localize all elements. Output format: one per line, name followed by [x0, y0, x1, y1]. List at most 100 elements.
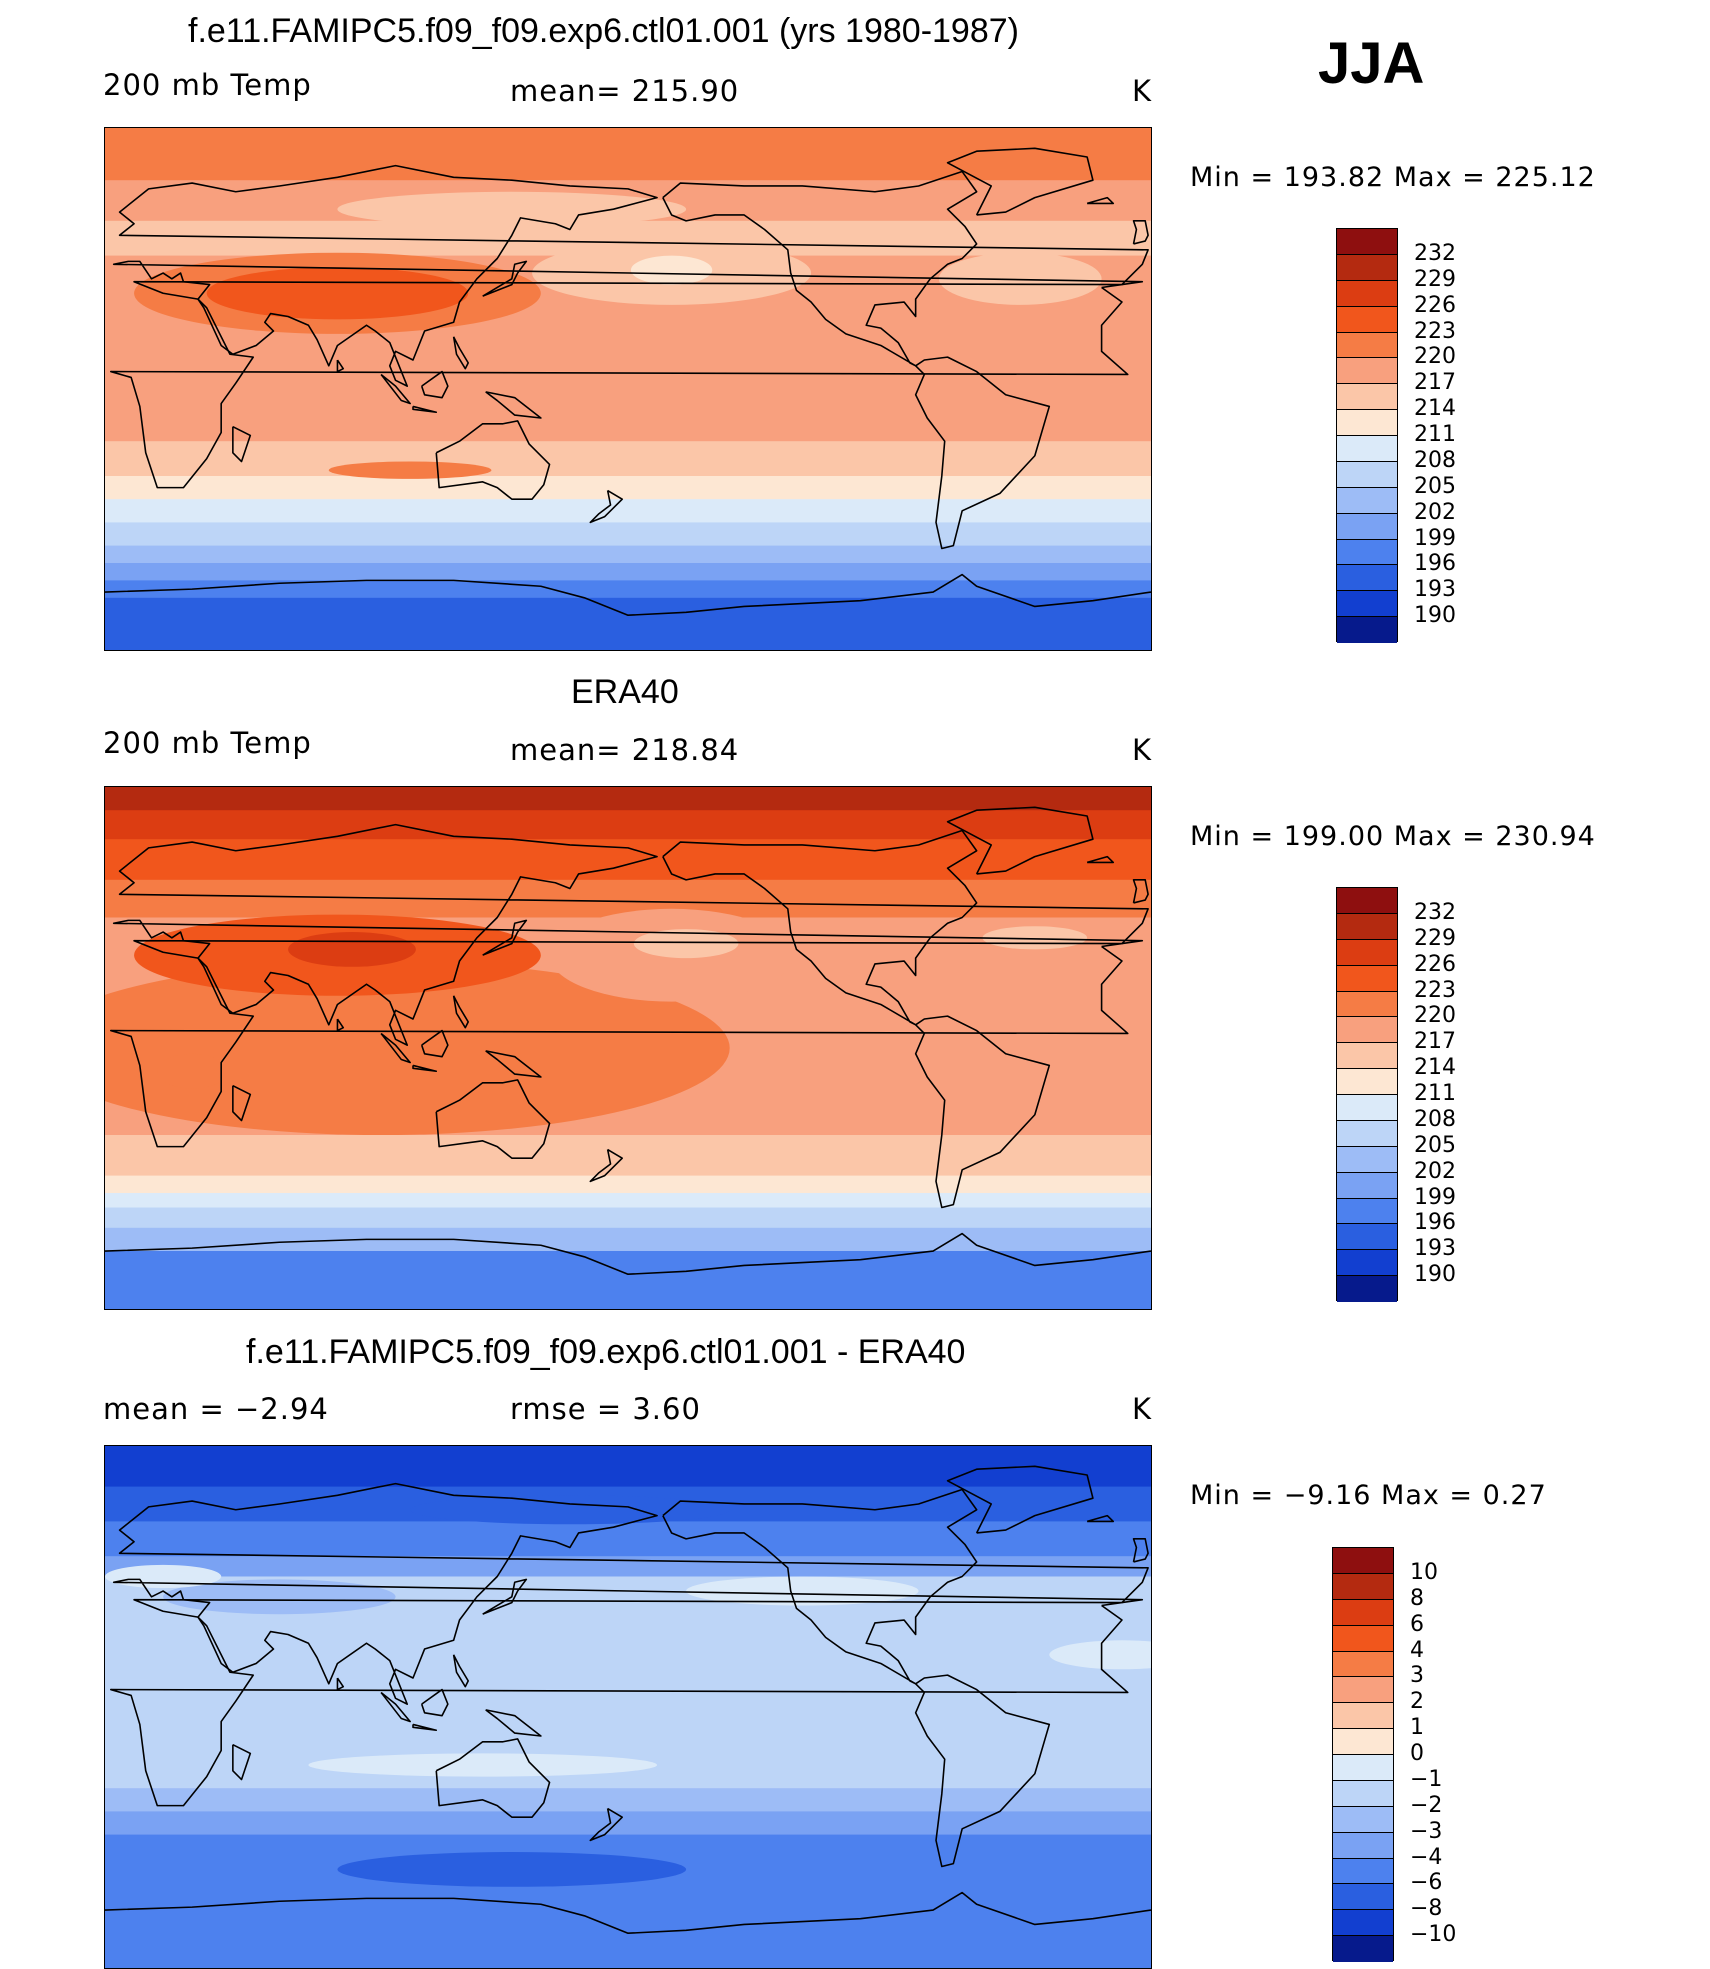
colorbar-swatch — [1337, 436, 1397, 462]
coastline-4 — [914, 356, 1051, 550]
colorbar-swatch — [1333, 1729, 1393, 1755]
colorbar-label: −2 — [1410, 1792, 1443, 1818]
colorbar-swatch — [1337, 1146, 1397, 1173]
coastline-4 — [914, 1674, 1051, 1868]
contour-feature-1 — [105, 1564, 222, 1589]
colorbar-swatch — [1337, 591, 1397, 618]
coastline-12 — [380, 1691, 411, 1723]
contour-feature-5 — [328, 461, 492, 479]
colorbar-swatch — [1337, 617, 1397, 643]
contour-band-9 — [105, 1207, 1151, 1229]
colorbar-label: −4 — [1410, 1844, 1443, 1870]
colorbar-swatch — [1333, 1755, 1393, 1781]
colorbar-label: 1 — [1410, 1715, 1424, 1741]
contour-band-2 — [105, 1521, 1151, 1558]
colorbar-swatch — [1333, 1625, 1393, 1652]
colorbar-label: 220 — [1414, 1003, 1456, 1029]
colorbar-label: 196 — [1414, 551, 1456, 577]
panel-3-map — [104, 1445, 1152, 1969]
colorbar-swatch — [1337, 229, 1397, 255]
colorbar-swatch — [1337, 1120, 1397, 1147]
coastline-10 — [589, 489, 624, 524]
contour-band-11 — [105, 580, 1151, 599]
colorbar-swatch — [1333, 1884, 1393, 1911]
colorbar-swatch — [1337, 1095, 1397, 1121]
colorbar-label: 208 — [1414, 447, 1456, 473]
coastline-11 — [420, 370, 449, 399]
colorbar-label: 208 — [1414, 1106, 1456, 1132]
colorbar-swatch — [1337, 1198, 1397, 1225]
colorbar-swatch — [1333, 1910, 1393, 1937]
colorbar-swatch — [1337, 939, 1397, 966]
coastline-12 — [380, 1032, 411, 1064]
panel-1-map — [104, 127, 1152, 651]
panel-1-map-svg — [105, 128, 1151, 650]
panel-1-min-max: Min = 193.82 Max = 225.12 — [1190, 162, 1596, 193]
colorbar-label: −1 — [1410, 1766, 1443, 1792]
panel-1-units: K — [1132, 74, 1153, 108]
contour-band-6 — [105, 1135, 1151, 1177]
colorbar-label: 211 — [1414, 1081, 1456, 1106]
colorbar-label: 223 — [1414, 318, 1456, 344]
colorbar-label: 214 — [1414, 396, 1456, 422]
colorbar-swatch — [1337, 991, 1397, 1018]
colorbar-swatch — [1337, 306, 1397, 333]
colorbar-swatch — [1337, 513, 1397, 540]
colorbar-swatch — [1333, 1677, 1393, 1704]
coastline-6 — [105, 1232, 1151, 1276]
colorbar-swatch — [1337, 965, 1397, 992]
contour-band-8 — [105, 522, 1151, 547]
colorbar-swatches — [1336, 887, 1398, 1302]
colorbar-swatch — [1337, 1043, 1397, 1070]
coastline-6 — [105, 573, 1151, 617]
contour-feature-6 — [157, 1053, 228, 1089]
panel-2-title: ERA40 — [571, 673, 679, 711]
season-label: JJA — [1318, 31, 1425, 96]
coastline-15 — [452, 995, 470, 1029]
colorbar-swatch — [1337, 410, 1397, 436]
panel-2-units: K — [1132, 733, 1153, 767]
colorbar-label: −8 — [1410, 1896, 1443, 1922]
contour-band-11 — [105, 1251, 1151, 1309]
colorbar-label: 199 — [1414, 1184, 1456, 1210]
coastline-13 — [485, 1709, 542, 1737]
coastline-1 — [112, 164, 1149, 387]
colorbar-swatch — [1333, 1573, 1393, 1600]
coastline-2 — [435, 1079, 551, 1159]
colorbar-swatch — [1337, 461, 1397, 488]
coastline-15 — [452, 1654, 470, 1688]
coastline-14 — [412, 1064, 438, 1073]
colorbar-swatch — [1337, 332, 1397, 359]
coastline-5 — [946, 147, 1094, 216]
coastline-13 — [485, 391, 542, 419]
contour-feature-0 — [105, 961, 730, 1135]
coastline-9 — [1132, 1538, 1149, 1563]
contour-band-0 — [105, 128, 1151, 182]
colorbar-swatch — [1337, 1224, 1397, 1251]
colorbar-swatch — [1337, 280, 1397, 307]
coastline-1 — [112, 1482, 1149, 1705]
coastline-3 — [662, 1488, 978, 1685]
panel-2-map-svg — [105, 787, 1151, 1309]
colorbar-swatch — [1337, 358, 1397, 385]
contour-band-9 — [105, 545, 1151, 564]
contour-feature-2 — [686, 1576, 919, 1606]
coastline-2 — [435, 420, 551, 500]
panel-1-title: f.e11.FAMIPC5.f09_f09.exp6.ctl01.001 (yr… — [188, 12, 1019, 50]
coastline-10 — [589, 1148, 624, 1183]
contour-band-7 — [105, 1834, 1151, 1968]
contour-band-1 — [105, 810, 1151, 841]
colorbar-swatch — [1333, 1806, 1393, 1833]
contour-band-8 — [105, 1193, 1151, 1209]
coastline-3 — [662, 829, 978, 1026]
colorbar-label: 190 — [1414, 1262, 1456, 1288]
colorbar-label: −6 — [1410, 1870, 1443, 1896]
colorbar-swatch — [1337, 565, 1397, 592]
contour-band-12 — [105, 597, 1151, 650]
contour-feature-6 — [1049, 1640, 1151, 1670]
colorbar-label: 220 — [1414, 344, 1456, 370]
panel-2-min-max: Min = 199.00 Max = 230.94 — [1190, 821, 1596, 852]
coastline-12 — [380, 373, 411, 405]
coastline-11 — [420, 1688, 449, 1717]
colorbar-label: 226 — [1414, 951, 1456, 977]
